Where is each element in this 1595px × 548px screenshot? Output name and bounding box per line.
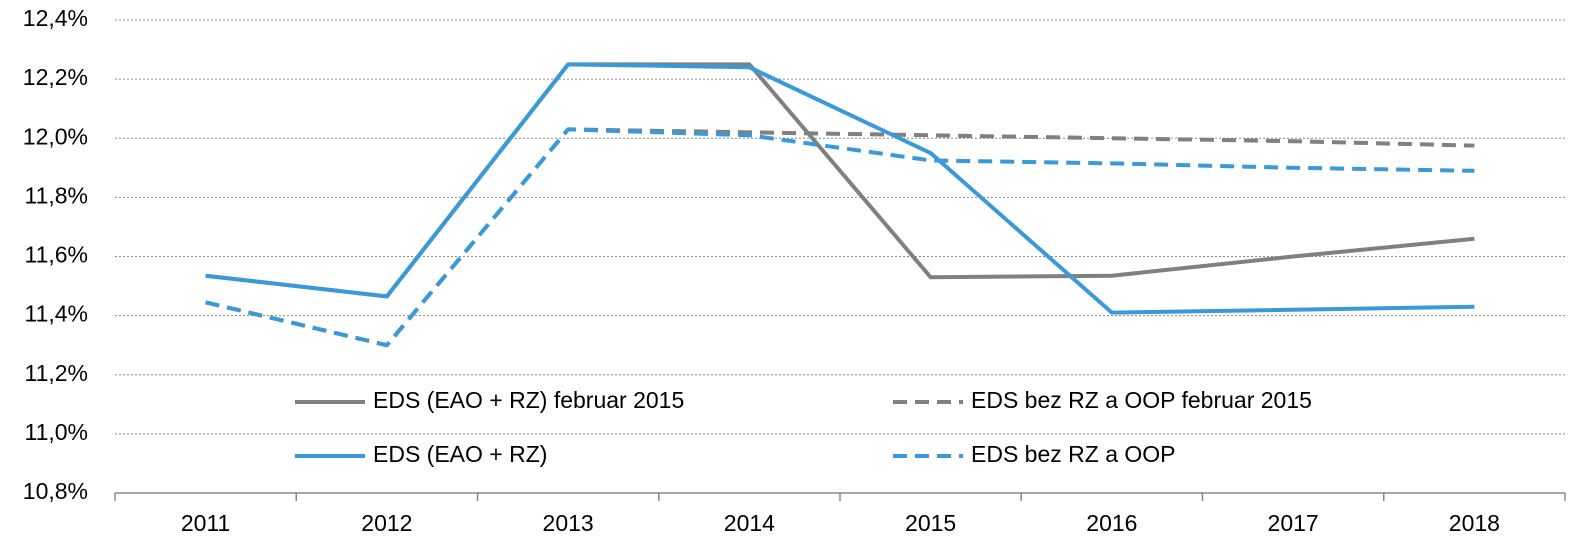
series-line — [205, 62, 1475, 299]
x-tick-label: 2017 — [1268, 510, 1319, 536]
legend-label: EDS (EAO + RZ) februar 2015 — [373, 387, 684, 413]
y-tick-label: 11,0% — [24, 419, 88, 445]
y-tick-label: 12,2% — [23, 64, 88, 90]
y-tick-label: 11,4% — [24, 301, 88, 327]
y-tick-label: 12,0% — [23, 123, 88, 149]
y-tick-label: 12,4% — [23, 5, 88, 31]
x-tick-label: 2012 — [361, 510, 412, 536]
x-tick-label: 2014 — [724, 510, 775, 536]
y-tick-label: 11,2% — [24, 360, 88, 386]
x-tick-label: 2018 — [1449, 510, 1500, 536]
y-tick-label: 10,8% — [23, 478, 88, 504]
series-line — [205, 127, 1475, 348]
x-tick-label: 2015 — [905, 510, 956, 536]
series-line — [205, 62, 1475, 315]
x-tick-label: 2013 — [543, 510, 594, 536]
y-tick-label: 11,6% — [24, 242, 88, 268]
legend-label: EDS bez RZ a OOP februar 2015 — [971, 387, 1312, 413]
x-tick-label: 2011 — [181, 510, 230, 536]
series-line — [205, 127, 1475, 348]
legend-label: EDS bez RZ a OOP — [971, 441, 1176, 467]
y-tick-label: 11,8% — [24, 182, 88, 208]
legend-label: EDS (EAO + RZ) — [373, 441, 547, 467]
x-tick-label: 2016 — [1086, 510, 1137, 536]
